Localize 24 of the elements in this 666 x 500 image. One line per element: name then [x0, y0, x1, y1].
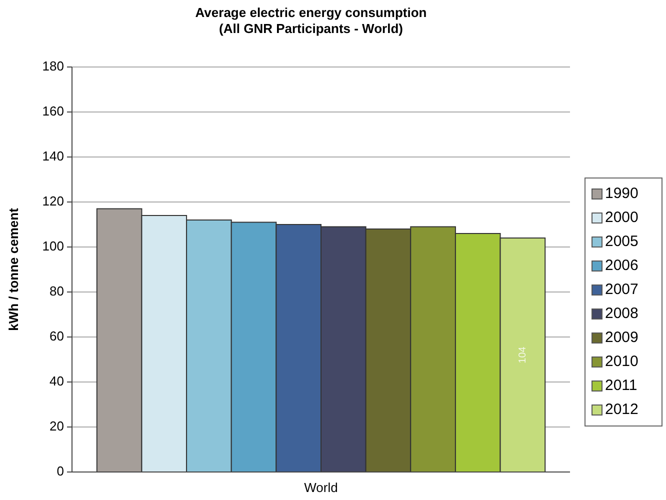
- y-tick-label: 180: [42, 58, 64, 74]
- legend-label: 2008: [605, 304, 638, 322]
- y-tick-label: 40: [50, 373, 64, 388]
- legend-label: 2007: [605, 280, 638, 298]
- y-tick-label: 0: [56, 463, 64, 478]
- legend-label: 1990: [605, 184, 638, 202]
- y-tick-label: 140: [42, 148, 64, 164]
- y-tick-label: 100: [42, 238, 64, 254]
- y-axis-title: kWh / tonne cement: [6, 207, 21, 331]
- legend-label: 2010: [605, 352, 638, 370]
- y-tick-label: 60: [50, 328, 64, 344]
- legend-label: 2006: [605, 256, 638, 274]
- legend-label: 2005: [605, 232, 638, 250]
- legend-label: 2000: [605, 208, 638, 226]
- chart-title: Average electric energy consumption (All GNR Participants - World): [195, 5, 427, 36]
- x-tick-label: World: [304, 480, 338, 495]
- legend-label: 2012: [605, 400, 638, 418]
- y-tick-label: 160: [42, 103, 64, 118]
- legend-label: 2011: [605, 376, 638, 394]
- y-tick-label: 20: [50, 418, 64, 434]
- legend-label: 2009: [605, 328, 638, 346]
- y-tick-label: 120: [42, 193, 64, 208]
- y-tick-label: 80: [50, 283, 64, 298]
- data-label: 104: [517, 346, 528, 364]
